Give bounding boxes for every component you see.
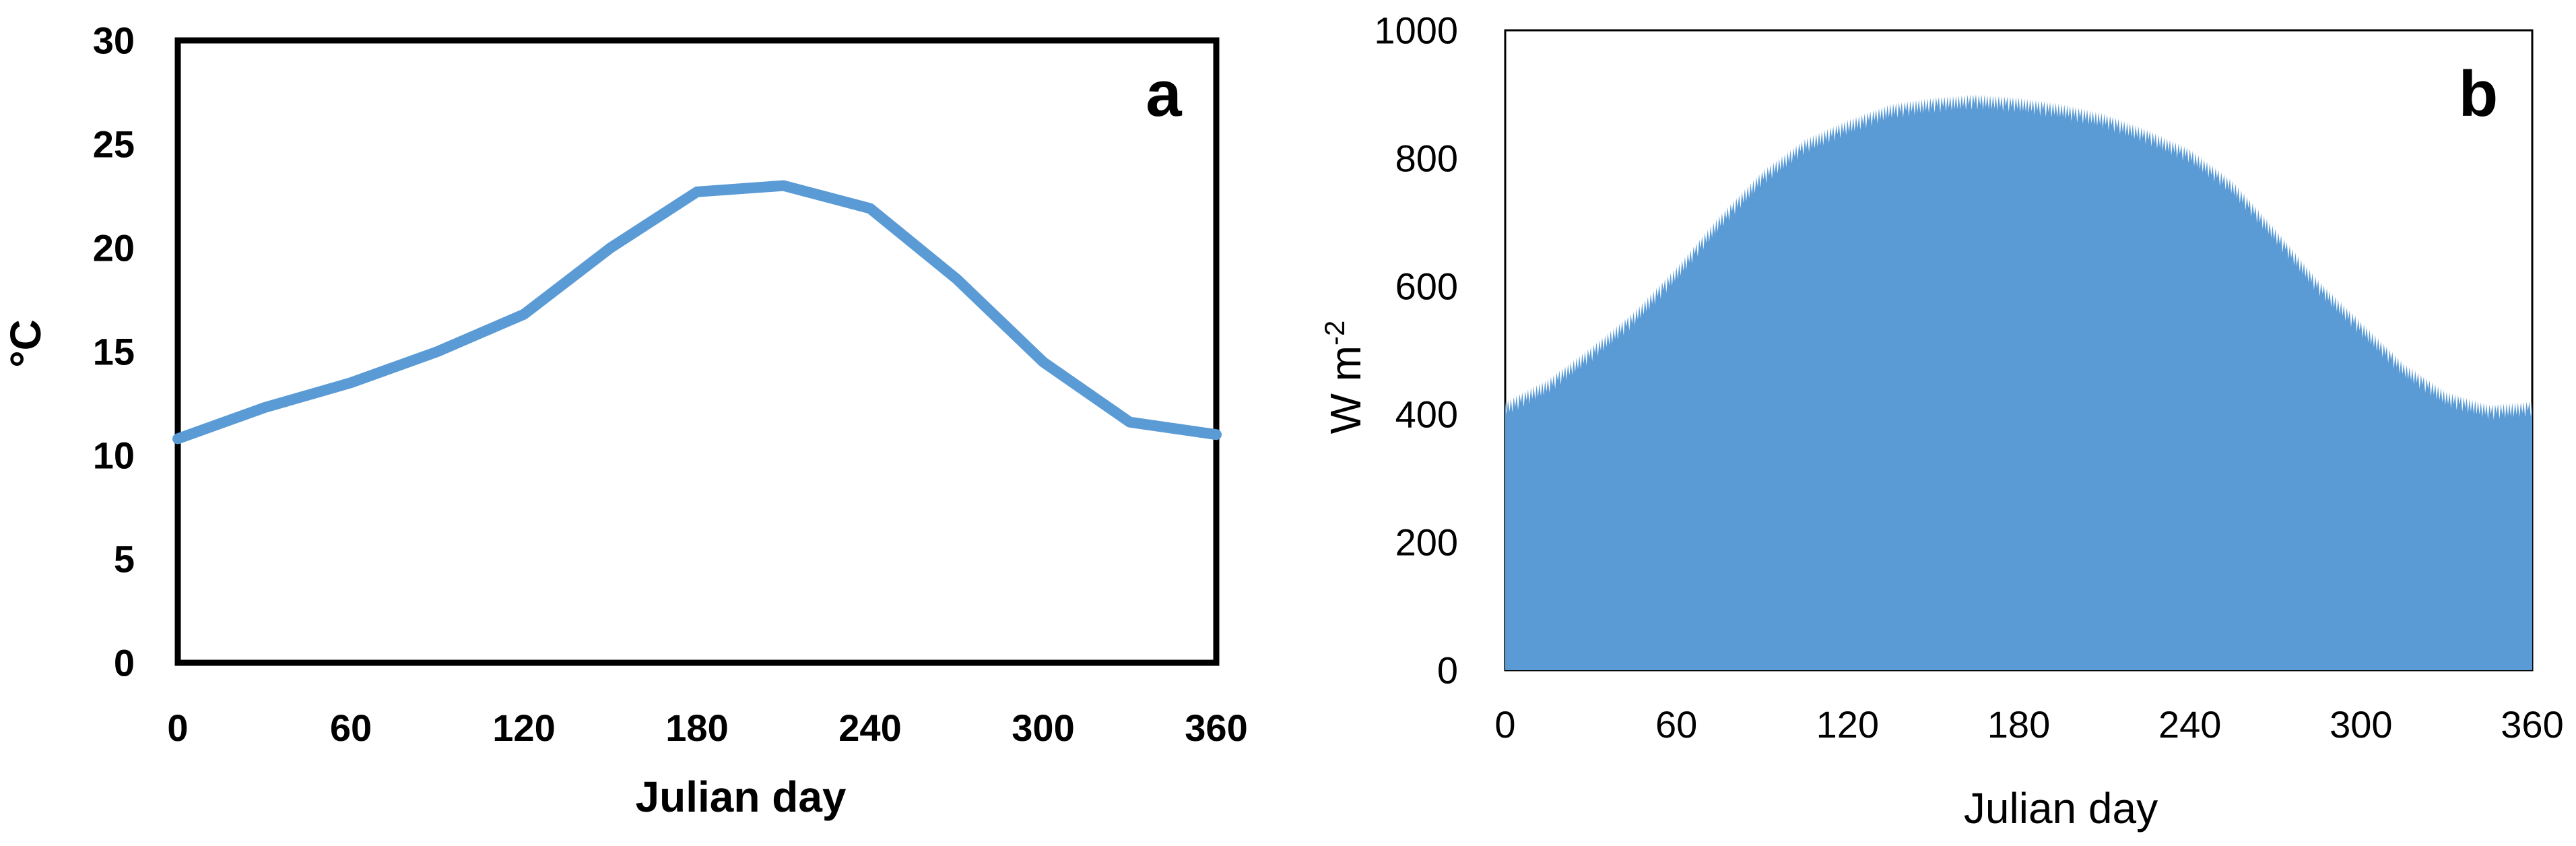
panel-b-label: b — [2459, 58, 2499, 130]
panel-a-y-axis-title: °C — [1, 319, 50, 368]
panel-a-line-chart: 0 5 10 15 20 25 30 0 60 120 180 240 300 360 a Julian… — [1, 20, 1248, 821]
panel-a-y-tick-label: 25 — [93, 123, 135, 166]
panel-a-x-tick-label: 300 — [1012, 707, 1074, 749]
panel-b-area-chart: 0 200 400 600 800 1000 0 60 120 180 240 300 360 b J… — [1319, 9, 2564, 833]
panel-b-x-tick-label: 240 — [2158, 703, 2221, 746]
panel-a-x-tick-label: 360 — [1185, 707, 1247, 749]
panel-b-x-tick-labels: 0 60 120 180 240 300 360 — [1494, 703, 2563, 746]
panel-a-y-tick-label: 0 — [114, 642, 135, 684]
panel-a-plot-frame — [174, 37, 1220, 666]
panel-a-temperature-line — [172, 180, 1222, 445]
panel-a-x-tick-labels: 0 60 120 180 240 300 360 — [167, 707, 1247, 749]
panel-b-y-axis-title: W m-2 — [1319, 321, 1370, 434]
panel-a-y-tick-labels: 0 5 10 15 20 25 30 — [93, 20, 135, 684]
panel-a-x-tick-label: 60 — [330, 707, 372, 749]
panel-a-y-tick-label: 10 — [93, 434, 135, 477]
panel-b-x-tick-label: 360 — [2501, 703, 2563, 746]
panel-a-y-tick-label: 30 — [93, 20, 135, 62]
panel-a-x-tick-label: 0 — [167, 707, 188, 749]
panel-b-x-axis-title: Julian day — [1964, 784, 2158, 833]
panel-a-x-axis-title: Julian day — [636, 773, 847, 821]
panel-a-y-tick-label: 20 — [93, 227, 135, 269]
panel-b-y-tick-label: 400 — [1395, 393, 1458, 436]
panel-b-y-axis-title-base: W m — [1321, 346, 1370, 434]
panel-b-x-tick-label: 0 — [1494, 703, 1515, 746]
panel-b-x-tick-label: 120 — [1816, 703, 1879, 746]
panel-a-y-tick-label: 5 — [114, 538, 135, 581]
panel-b-x-tick-label: 300 — [2330, 703, 2392, 746]
panel-a-y-tick-label: 15 — [93, 331, 135, 373]
panel-b-x-tick-label: 180 — [1987, 703, 2050, 746]
panel-a-label: a — [1146, 58, 1182, 130]
panel-b-y-axis-title-superscript: -2 — [1319, 321, 1350, 346]
panel-a-x-tick-label: 120 — [492, 707, 555, 749]
panel-a-x-tick-label: 240 — [838, 707, 901, 749]
panel-b-y-tick-label: 0 — [1437, 649, 1458, 692]
panel-b-radiation-area — [1505, 94, 2532, 670]
panel-b-y-tick-labels: 0 200 400 600 800 1000 — [1374, 9, 1458, 692]
panel-b-y-tick-label: 200 — [1395, 521, 1458, 564]
panel-b-y-tick-label: 800 — [1395, 137, 1458, 180]
panel-b-x-tick-label: 60 — [1655, 703, 1697, 746]
panel-b-y-tick-label: 1000 — [1374, 9, 1458, 52]
panel-a-x-tick-label: 180 — [665, 707, 728, 749]
panel-b-y-tick-label: 600 — [1395, 265, 1458, 308]
